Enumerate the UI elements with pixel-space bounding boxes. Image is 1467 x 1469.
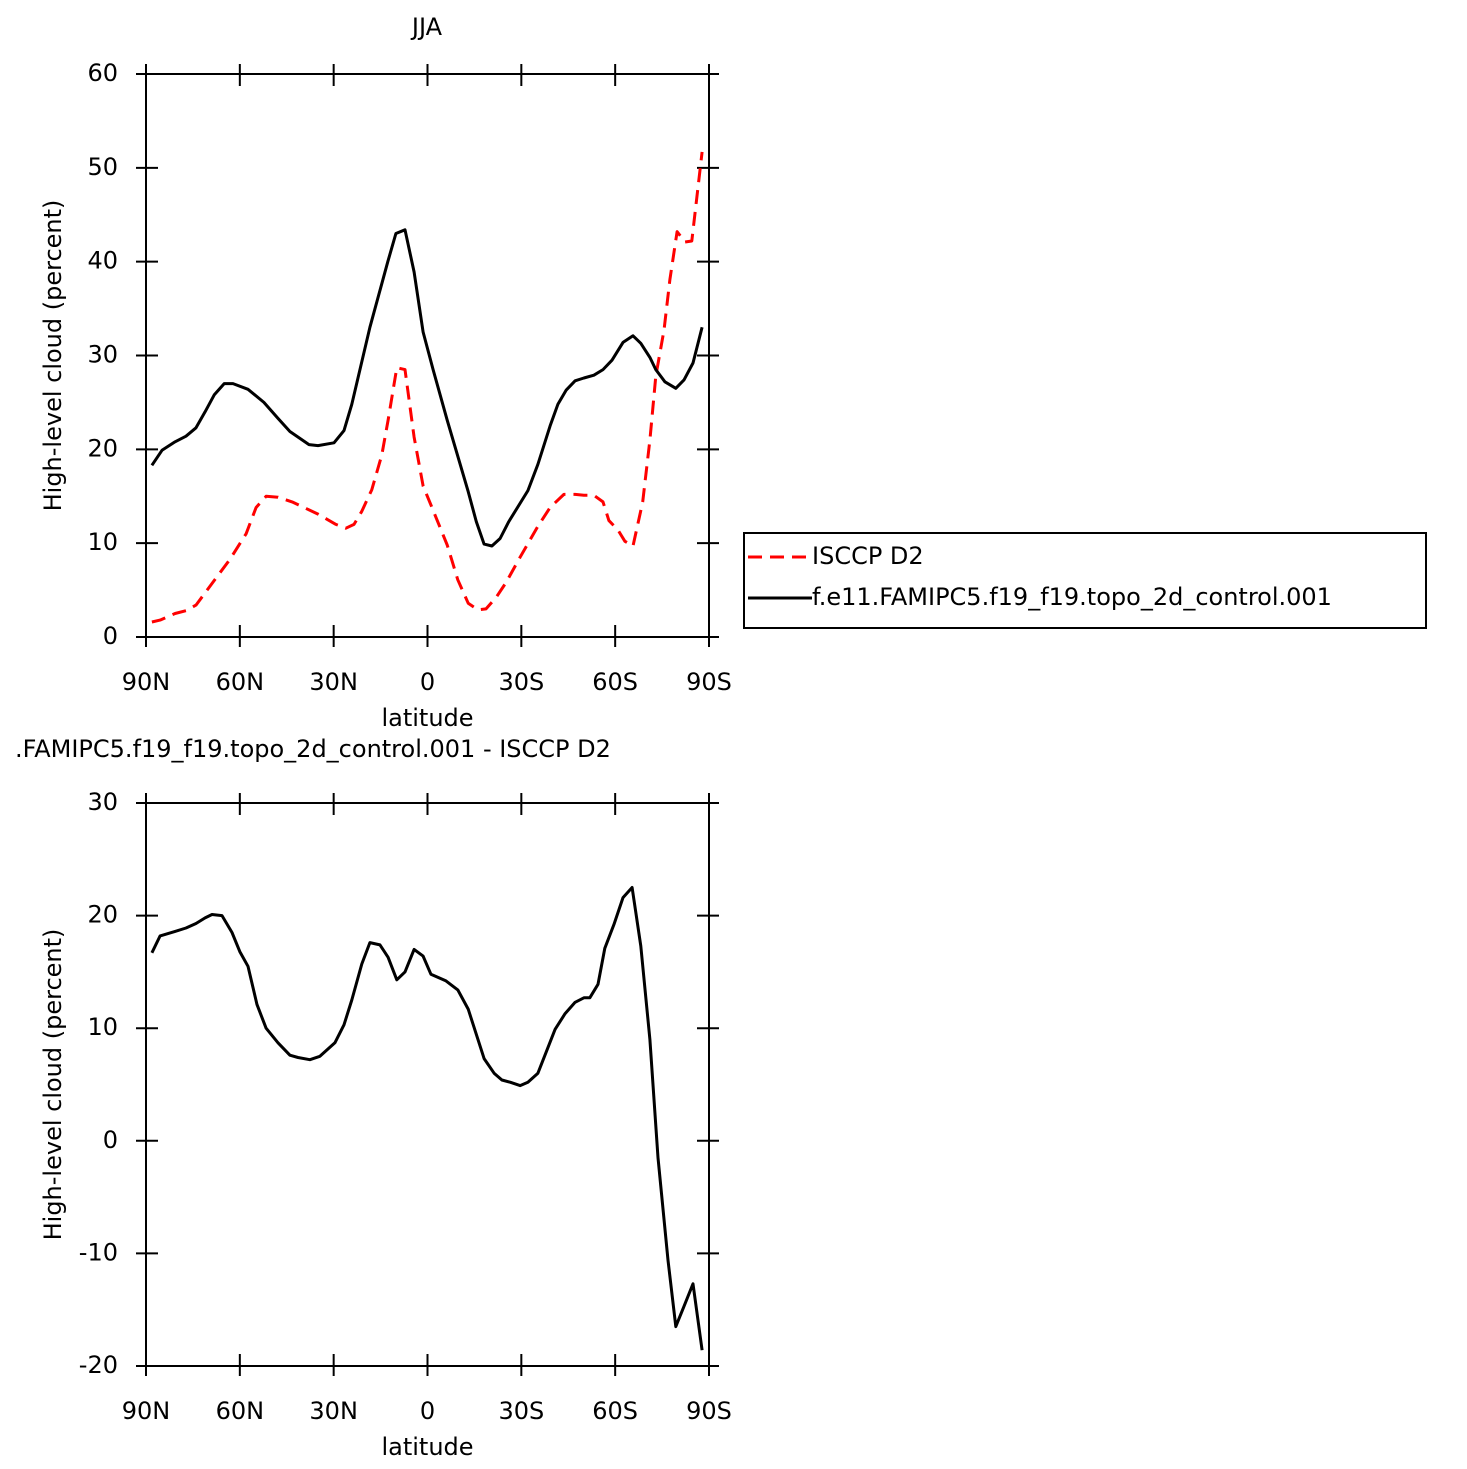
y-tick-label: 0 [103,622,118,650]
y-tick-label: 50 [87,153,118,181]
y-tick-label: -20 [79,1351,118,1379]
legend-label: f.e11.FAMIPC5.f19_f19.topo_2d_control.00… [812,583,1332,611]
y-tick-label: -10 [79,1238,118,1266]
x-tick-label: 60N [216,668,265,696]
x-axis-label: latitude [381,704,473,732]
x-tick-label: 30S [498,1397,544,1425]
x-tick-label: 60S [592,668,638,696]
x-tick-label: 30S [498,668,544,696]
chart-title: JJA [410,13,443,41]
x-tick-label: 90N [122,1397,171,1425]
y-tick-label: 60 [87,59,118,87]
y-tick-label: 40 [87,247,118,275]
y-tick-label: 20 [87,434,118,462]
x-axis-label: latitude [381,1433,473,1461]
y-tick-label: 10 [87,528,118,556]
plot-frame [145,73,710,638]
x-tick-label: 0 [420,1397,435,1425]
plot-frame [145,802,710,1367]
legend-box [743,532,1427,629]
y-axis-label: High-level cloud (percent) [39,929,67,1241]
chart-title: .FAMIPC5.f19_f19.topo_2d_control.001 - I… [15,735,611,763]
y-tick-label: 20 [87,901,118,929]
y-tick-label: 0 [103,1126,118,1154]
x-tick-label: 90S [686,668,732,696]
y-tick-label: 30 [87,788,118,816]
x-tick-label: 90S [686,1397,732,1425]
x-tick-label: 60S [592,1397,638,1425]
x-tick-label: 30N [309,668,358,696]
x-tick-label: 0 [420,668,435,696]
y-tick-label: 30 [87,341,118,369]
x-tick-label: 60N [216,1397,265,1425]
y-tick-label: 10 [87,1013,118,1041]
y-axis-label: High-level cloud (percent) [39,200,67,512]
x-tick-label: 30N [309,1397,358,1425]
x-tick-label: 90N [122,668,171,696]
data-line [150,228,704,548]
data-line [150,886,704,1351]
legend-label: ISCCP D2 [812,542,924,570]
data-line [151,151,704,624]
